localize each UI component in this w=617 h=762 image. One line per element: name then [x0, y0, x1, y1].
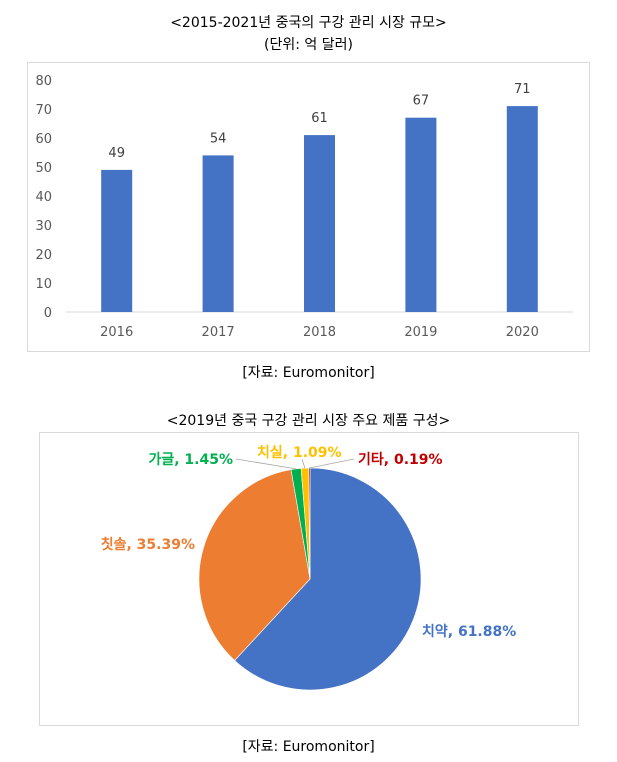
y-tick-label: 40	[35, 190, 52, 205]
bar-2020	[506, 106, 538, 312]
y-tick-label: 50	[35, 161, 52, 176]
data-label-2018: 61	[311, 111, 328, 126]
pie-slice-1	[198, 469, 311, 661]
y-tick-label: 70	[35, 103, 52, 118]
y-tick-label: 60	[35, 132, 52, 147]
data-label-2017: 54	[210, 131, 227, 146]
pie-chart: 치약, 61.88% 칫솔, 35.39% 가글, 1.45% 치실, 1.09% 기타…	[101, 445, 516, 691]
bar-2016	[101, 169, 133, 312]
data-label-2016: 49	[108, 146, 125, 161]
bar-chart-subtitle: (단위: 억 달러)	[264, 37, 353, 53]
bar-chart-title: <2015-2021년 중국의 구강 관리 시장 규모>	[170, 15, 447, 31]
bar-2019	[405, 117, 437, 312]
x-tick-label: 2017	[202, 325, 235, 340]
pie-label-2: 가글, 1.45%	[148, 452, 233, 468]
x-tick-label: 2016	[100, 325, 133, 340]
pie-label-4: 기타, 0.19%	[358, 452, 443, 468]
x-tick-label: 2018	[303, 325, 336, 340]
bar-chart-frame: 0 10 20 30 40 50 60 70 80 49 2016 54 2017 61 2018 67 201…	[27, 62, 590, 352]
pie-label-3: 치실, 1.09%	[257, 445, 342, 461]
leader-line	[309, 458, 355, 469]
bar-2017	[202, 155, 234, 312]
bar-chart: 0 10 20 30 40 50 60 70 80 49 2016 54 2017 61 2018 67 201…	[35, 74, 573, 340]
pie-slice-0	[234, 467, 422, 691]
y-tick-label: 80	[35, 74, 52, 89]
x-tick-label: 2020	[506, 325, 539, 340]
bar-chart-source: [자료: Euromonitor]	[242, 365, 375, 381]
pie-chart-title: <2019년 중국 구강 관리 시장 주요 제품 구성>	[166, 413, 451, 429]
data-label-2019: 67	[413, 94, 430, 109]
y-tick-label: 10	[35, 277, 52, 292]
leader-line	[235, 458, 297, 470]
pie-chart-frame: 치약, 61.88% 칫솔, 35.39% 가글, 1.45% 치실, 1.09% 기타…	[39, 432, 579, 726]
data-label-2020: 71	[514, 82, 531, 97]
y-tick-label: 30	[35, 219, 52, 234]
leader-line	[301, 458, 306, 469]
y-tick-label: 20	[35, 248, 52, 263]
x-tick-label: 2019	[404, 325, 437, 340]
bar-2018	[304, 135, 335, 312]
pie-label-0: 치약, 61.88%	[422, 623, 516, 640]
y-tick-label: 0	[44, 306, 52, 321]
pie-label-1: 칫솔, 35.39%	[101, 537, 195, 553]
pie-chart-source: [자료: Euromonitor]	[242, 739, 375, 755]
